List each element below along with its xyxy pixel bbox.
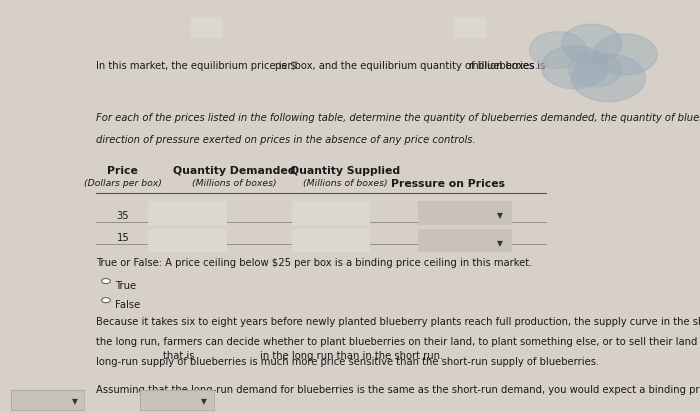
Text: For each of the prices listed in the following table, determine the quantity of : For each of the prices listed in the fol… [96, 113, 700, 123]
Text: Assuming that the long-run demand for blueberries is the same as the short-run d: Assuming that the long-run demand for bl… [96, 384, 700, 394]
Circle shape [102, 279, 111, 284]
Circle shape [571, 55, 645, 102]
Circle shape [541, 47, 608, 90]
Text: ▼: ▼ [71, 396, 78, 405]
Text: ▼: ▼ [497, 238, 503, 247]
Text: direction of pressure exerted on prices in the absence of any price controls.: direction of pressure exerted on prices … [96, 135, 475, 145]
Circle shape [529, 33, 587, 69]
Text: 35: 35 [116, 210, 129, 220]
Circle shape [568, 53, 622, 88]
Text: True: True [115, 280, 136, 290]
Circle shape [594, 35, 657, 76]
Text: In this market, the equilibrium price is $: In this market, the equilibrium price is… [96, 61, 296, 71]
Text: long-run supply of blueberries is much more price sensitive than the short-run s: long-run supply of blueberries is much m… [96, 356, 599, 366]
Text: in the long run than in the short run.: in the long run than in the short run. [260, 350, 443, 360]
Text: Quantity Demanded: Quantity Demanded [173, 166, 295, 176]
Text: ▼: ▼ [201, 396, 207, 405]
Text: True or False: A price ceiling below $25 per box is a binding price ceiling in t: True or False: A price ceiling below $25… [96, 258, 532, 268]
Text: Price: Price [107, 166, 138, 176]
Circle shape [561, 25, 622, 64]
Text: (Millions of boxes): (Millions of boxes) [303, 178, 388, 188]
Text: Because it takes six to eight years before newly planted blueberry plants reach : Because it takes six to eight years befo… [96, 317, 700, 327]
Text: (Millions of boxes): (Millions of boxes) [192, 178, 276, 188]
Text: Pressure on Prices: Pressure on Prices [391, 178, 505, 188]
Text: ▼: ▼ [497, 211, 503, 220]
Text: Quantity Supplied: Quantity Supplied [290, 166, 400, 176]
Text: per box, and the equilibrium quantity of blueberries is: per box, and the equilibrium quantity of… [274, 61, 545, 71]
Text: million boxes.: million boxes. [469, 61, 538, 71]
Text: False: False [115, 299, 140, 309]
Text: the long run, farmers can decide whether to plant blueberries on their land, to : the long run, farmers can decide whether… [96, 337, 700, 347]
Circle shape [102, 298, 111, 303]
Text: 15: 15 [116, 233, 129, 242]
Text: that is: that is [163, 350, 195, 360]
Text: (Dollars per box): (Dollars per box) [84, 178, 162, 188]
